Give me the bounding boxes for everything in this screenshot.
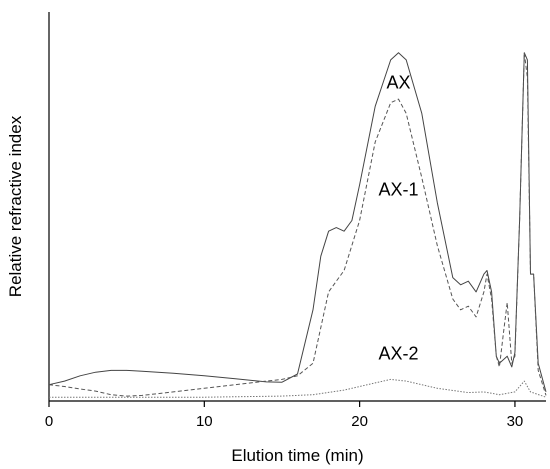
x-tick-label: 20 bbox=[351, 413, 368, 430]
x-tick-label: 30 bbox=[507, 413, 524, 430]
x-tick-label: 10 bbox=[196, 413, 213, 430]
series-labels: AX AX-1 AX-2 bbox=[378, 72, 418, 363]
x-axis-title: Elution time (min) bbox=[231, 446, 363, 465]
axes bbox=[48, 12, 546, 402]
y-axis-title: Relative refractive index bbox=[6, 115, 25, 297]
x-ticks: 0 10 20 30 bbox=[45, 401, 523, 430]
series-line-ax-2 bbox=[49, 378, 547, 398]
series-lines bbox=[48, 52, 547, 398]
series-line-ax bbox=[48, 52, 547, 393]
series-label-ax: AX bbox=[386, 72, 410, 92]
x-tick-label: 0 bbox=[45, 413, 53, 430]
series-line-ax-1 bbox=[48, 52, 547, 397]
series-label-ax-2: AX-2 bbox=[378, 344, 418, 364]
series-label-ax-1: AX-1 bbox=[378, 180, 418, 200]
